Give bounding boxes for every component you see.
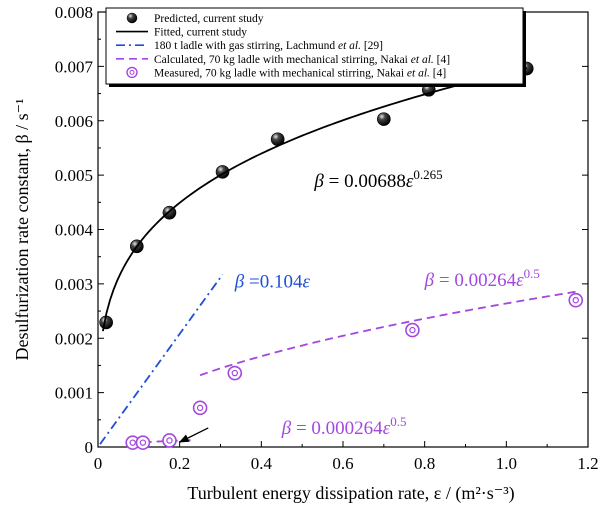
x-tick-label: 1.2 (577, 454, 598, 473)
x-axis-label: Turbulent energy dissipation rate, ε / (… (187, 483, 514, 504)
measured-point (228, 367, 241, 380)
measured-point (569, 294, 582, 307)
legend-entry: 180 t ladle with gas stirring, Lachmund … (154, 40, 383, 52)
legend-entry: Calculated, 70 kg ladle with mechanical … (154, 54, 450, 66)
measured-point (136, 436, 149, 449)
equation-label: β = 0.00264ε0.5 (424, 266, 540, 291)
y-tick-label: 0.001 (55, 384, 93, 403)
equation-label: β =0.104ε (234, 272, 311, 293)
legend: Predicted, current study Fitted, current … (106, 8, 526, 87)
legend-marker (127, 67, 137, 77)
series-curve (103, 68, 527, 331)
legend-entry: Predicted, current study (154, 13, 264, 25)
x-tick-label: 0.4 (251, 454, 273, 473)
legend-marker (127, 13, 137, 23)
y-tick-label: 0.006 (55, 112, 93, 131)
x-tick-label: 0 (94, 454, 103, 473)
y-tick-label: 0.002 (55, 329, 93, 348)
y-tick-label: 0.003 (55, 275, 93, 294)
y-tick-label: 0.007 (55, 57, 94, 76)
x-tick-label: 0.6 (332, 454, 353, 473)
series-curve (200, 292, 576, 376)
y-tick-label: 0.005 (55, 166, 93, 185)
legend-entry: Measured, 70 kg ladle with mechanical st… (154, 67, 446, 79)
measured-point (163, 434, 176, 447)
equation-label: β = 0.00688ε0.265 (313, 167, 442, 192)
series-layer (100, 62, 583, 449)
equation-label: β = 0.000264ε0.5 (281, 414, 407, 439)
annotations: β = 0.00688ε0.265 β =0.104ε β = 0.00264ε0.… (180, 167, 540, 442)
y-axis-label: Desulfurization rate constant, β / s⁻¹ (12, 99, 32, 361)
x-tick-label: 1.0 (496, 454, 517, 473)
legend-entry: Fitted, current study (154, 27, 247, 39)
y-tick-label: 0 (85, 438, 94, 457)
annotation-arrow (180, 428, 209, 442)
x-tick-label: 0.2 (169, 454, 190, 473)
series-curve (100, 275, 222, 445)
predicted-point (377, 113, 390, 126)
y-tick-label: 0.008 (55, 3, 93, 22)
measured-point (406, 324, 419, 337)
x-tick-label: 0.8 (414, 454, 435, 473)
y-tick-label: 0.004 (55, 221, 94, 240)
measured-point (194, 401, 207, 414)
